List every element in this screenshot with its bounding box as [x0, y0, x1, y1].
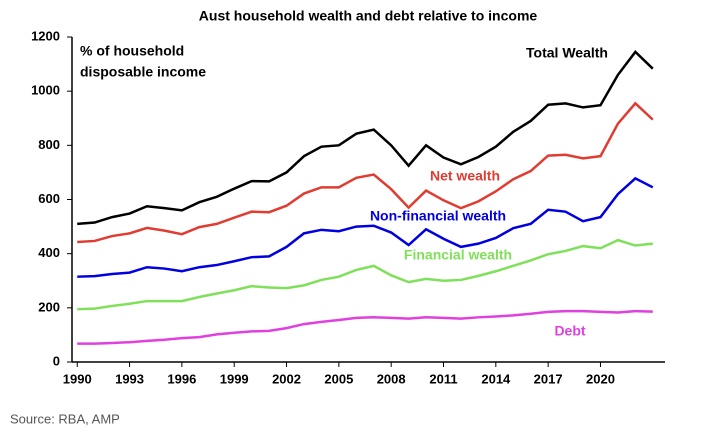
series-label: Net wealth: [430, 168, 500, 184]
line-0: [77, 50, 654, 226]
y-axis-label: disposable income: [80, 64, 206, 80]
series-label: Non-financial wealth: [370, 208, 506, 224]
y-tick-label: 0: [53, 353, 60, 368]
x-tick-label: 2014: [481, 371, 511, 386]
x-tick-label: 1990: [63, 371, 92, 386]
x-tick-label: 2005: [324, 371, 353, 386]
series-label: Financial wealth: [404, 247, 512, 263]
line-4: [77, 309, 653, 345]
y-tick-label: 400: [38, 245, 60, 260]
line-2: [77, 176, 654, 278]
y-axis-label: % of household: [80, 43, 184, 59]
y-tick-label: 200: [38, 299, 60, 314]
y-tick-label: 1000: [31, 83, 60, 98]
series-label: Total Wealth: [526, 45, 608, 61]
x-tick-label: 2008: [377, 371, 406, 386]
x-tick-label: 2002: [272, 371, 301, 386]
series-label: Debt: [554, 323, 585, 339]
x-tick-label: 1999: [220, 371, 249, 386]
x-tick-label: 1996: [167, 371, 196, 386]
y-tick-label: 800: [38, 137, 60, 152]
y-tick-label: 600: [38, 191, 60, 206]
x-tick-label: 2020: [586, 371, 615, 386]
chart-title: Aust household wealth and debt relative …: [199, 8, 538, 24]
x-tick-label: 2017: [534, 371, 563, 386]
x-tick-label: 2011: [429, 371, 457, 386]
line-1: [77, 101, 654, 244]
x-tick-label: 1993: [115, 371, 144, 386]
line-3: [77, 238, 653, 311]
y-tick-label: 1200: [31, 28, 60, 43]
source: Source: RBA, AMP: [10, 411, 120, 426]
